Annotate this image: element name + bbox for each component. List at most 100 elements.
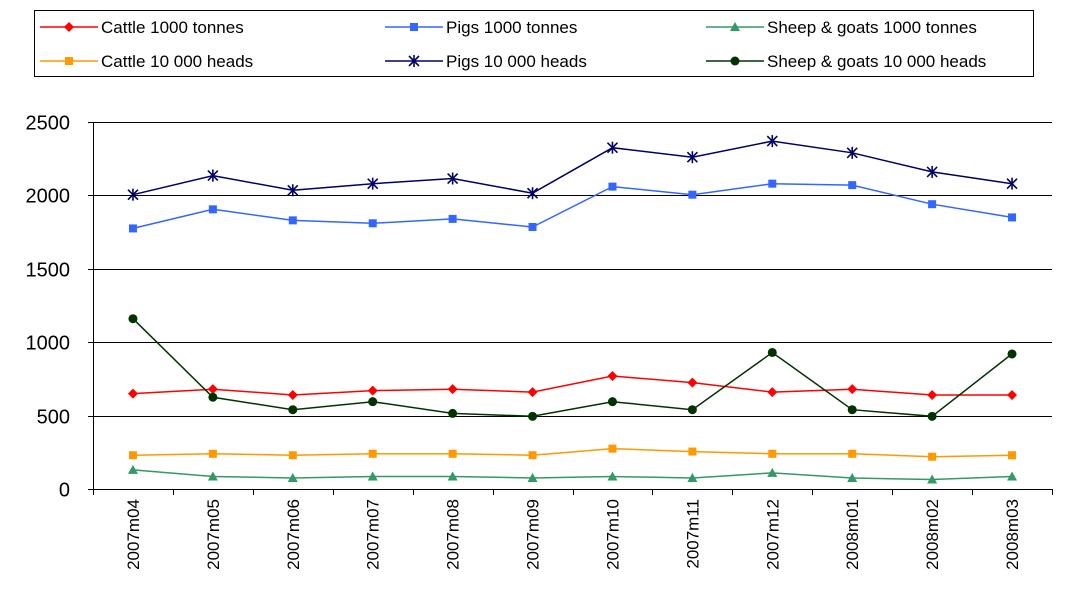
data-point [368, 449, 377, 458]
y-tick-label: 0 [59, 480, 70, 502]
legend-label: Sheep & goats 1000 tonnes [767, 18, 977, 37]
legend-marker [408, 55, 420, 67]
data-point [448, 408, 458, 418]
data-point [528, 222, 537, 231]
data-point [128, 451, 137, 460]
x-tick-label: 2007m09 [524, 499, 543, 570]
legend-marker [65, 57, 73, 65]
data-point [527, 472, 538, 482]
data-point [1007, 349, 1017, 359]
legend-item: Sheep & goats 10 000 heads [706, 52, 986, 71]
data-point [847, 472, 858, 482]
legend-item: Pigs 10 000 heads [385, 52, 587, 71]
data-point [1007, 390, 1018, 401]
data-point [208, 449, 217, 458]
data-point [927, 474, 938, 484]
x-tick-label: 2007m07 [364, 499, 383, 570]
data-point [688, 447, 697, 456]
y-axis-ticks: 0 500 1000 1500 2000 2500 [26, 113, 93, 502]
data-point [767, 347, 777, 357]
data-point [127, 464, 138, 474]
series-line [132, 469, 1013, 481]
data-point [128, 314, 138, 324]
series [127, 135, 1018, 201]
data-point [687, 472, 698, 482]
data-point [528, 411, 538, 421]
data-point [288, 405, 298, 415]
legend-label: Cattle 1000 tonnes [101, 18, 244, 37]
legend-marker [410, 23, 418, 31]
data-point [926, 165, 938, 178]
series [127, 370, 1018, 401]
data-point [768, 449, 777, 458]
series [127, 464, 1018, 484]
data-point [927, 411, 937, 421]
data-point [127, 388, 138, 399]
data-point [128, 224, 137, 233]
data-point [127, 188, 139, 201]
data-point [1006, 177, 1018, 190]
series-line [132, 182, 1013, 230]
data-point [767, 387, 778, 398]
y-tick-label: 500 [37, 407, 70, 429]
legend-label: Cattle 10 000 heads [101, 52, 253, 71]
data-point [448, 214, 457, 223]
data-point [447, 384, 458, 395]
data-point [846, 146, 858, 159]
series-line [132, 447, 1013, 458]
legend-label: Pigs 10 000 heads [446, 52, 587, 71]
data-point [528, 451, 537, 460]
data-point [606, 141, 619, 154]
legend-marker [730, 22, 740, 31]
data-point [687, 405, 697, 415]
x-tick-label: 2007m11 [683, 499, 702, 569]
data-point [928, 452, 937, 461]
data-point [608, 444, 617, 453]
data-point [686, 151, 698, 164]
x-tick-label: 2008m03 [1003, 499, 1022, 570]
legend-marker [730, 56, 740, 66]
data-point [927, 390, 938, 401]
legend-marker [64, 22, 74, 32]
series [128, 314, 1017, 421]
legend-item: Cattle 10 000 heads [40, 52, 253, 71]
data-point [847, 405, 857, 415]
data-point [607, 370, 618, 381]
legend-item: Cattle 1000 tonnes [40, 18, 244, 37]
data-point [367, 471, 378, 481]
legend-label: Sheep & goats 10 000 heads [767, 52, 986, 71]
series [128, 444, 1017, 461]
x-tick-label: 2007m05 [204, 499, 223, 570]
data-point [848, 449, 857, 458]
axes [93, 122, 1052, 490]
x-tick-label: 2007m12 [763, 499, 782, 570]
legend: Cattle 1000 tonnes Pigs 1000 tonnes Sheep … [34, 10, 1034, 77]
series-line [132, 140, 1013, 196]
data-point [208, 205, 217, 214]
data-point [447, 172, 459, 185]
gridlines [93, 122, 1052, 417]
y-tick-label: 1500 [26, 260, 71, 282]
data-point [368, 397, 378, 407]
legend-item: Pigs 1000 tonnes [385, 18, 577, 37]
x-axis-ticks: 2007m04 2007m05 2007m06 2007m07 2007m08 2007m… [93, 489, 1053, 570]
series-layer [127, 135, 1018, 484]
x-tick-label: 2007m10 [603, 499, 622, 570]
series-line [132, 318, 1013, 418]
data-point [607, 471, 618, 481]
series [128, 179, 1017, 233]
data-point [208, 392, 218, 402]
data-point [768, 179, 777, 188]
data-point [207, 384, 218, 395]
data-point [1007, 471, 1018, 481]
data-point [847, 384, 858, 395]
data-point [526, 187, 539, 200]
data-point [688, 190, 697, 199]
x-tick-label: 2008m02 [923, 499, 942, 570]
data-point [207, 471, 218, 481]
data-point [848, 181, 857, 190]
data-point [447, 471, 458, 481]
y-tick-label: 2000 [26, 186, 71, 208]
data-point [1008, 213, 1017, 222]
